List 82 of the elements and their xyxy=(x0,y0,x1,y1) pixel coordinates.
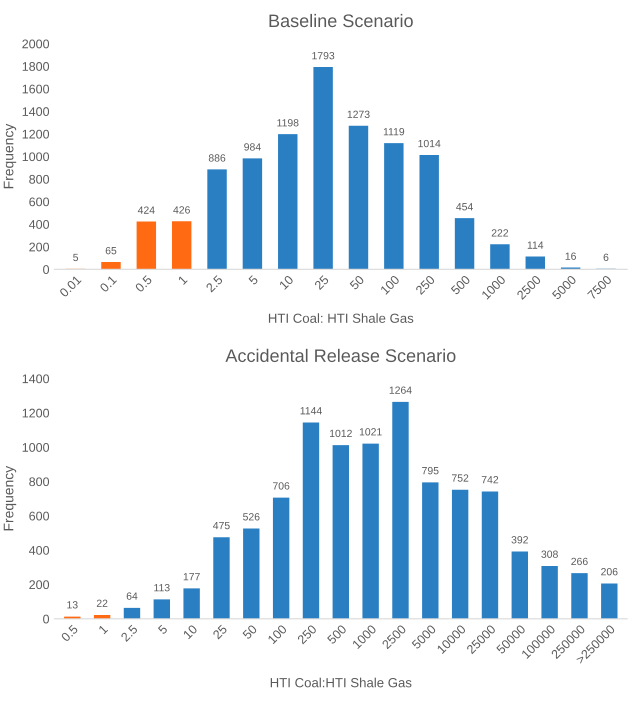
y-tick-label: 200 xyxy=(29,242,50,252)
x-axis-title: HTI Coal:HTI Shale Gas xyxy=(270,678,412,688)
y-tick-label: 1400 xyxy=(22,374,50,384)
data-label: 526 xyxy=(243,513,260,520)
data-label: 206 xyxy=(601,568,618,576)
x-axis-title: HTI Coal: HTI Shale Gas xyxy=(268,313,414,323)
data-label: 113 xyxy=(154,584,170,592)
data-label: 16 xyxy=(566,252,576,260)
data-label: 1793 xyxy=(312,52,334,60)
x-tick-label: 100 xyxy=(267,624,288,644)
x-tick-label: 25 xyxy=(212,624,228,640)
x-tick-label: 2.5 xyxy=(205,274,224,293)
data-label: 984 xyxy=(244,143,261,151)
data-label: 795 xyxy=(422,466,439,474)
data-label: 1119 xyxy=(384,128,404,136)
data-label: 266 xyxy=(571,558,588,566)
y-tick-label: 200 xyxy=(29,580,50,590)
x-tick-label: 1 xyxy=(178,274,188,285)
y-tick-label: 1200 xyxy=(22,130,50,139)
chart-title: Accidental Release Scenario xyxy=(225,348,456,362)
data-label: 1198 xyxy=(277,119,299,126)
data-label: 426 xyxy=(173,206,190,214)
y-tick-label: 400 xyxy=(28,546,50,555)
y-tick-label: 1600 xyxy=(22,84,50,94)
x-tick-label: 250 xyxy=(296,624,318,644)
x-tick-label: 10 xyxy=(182,624,198,640)
data-label: 706 xyxy=(272,482,290,490)
data-label: 424 xyxy=(138,206,155,214)
data-label: 177 xyxy=(184,573,200,580)
data-label: 742 xyxy=(482,476,498,484)
x-tick-label: 250 xyxy=(415,274,436,296)
x-tick-label: 5 xyxy=(158,624,168,635)
y-tick-label: 800 xyxy=(29,174,50,184)
y-tick-label: 1000 xyxy=(22,443,50,452)
data-label: 1264 xyxy=(390,386,412,394)
x-tick-label: 25 xyxy=(314,274,330,290)
x-tick-label: 100 xyxy=(380,274,400,295)
y-tick-label: 800 xyxy=(29,477,50,486)
y-tick-label: 0 xyxy=(43,614,50,624)
x-tick-label: 50 xyxy=(242,624,258,640)
x-tick-label: 0.5 xyxy=(134,274,152,293)
y-tick-label: 1800 xyxy=(22,62,50,71)
chart-title: Baseline Scenario xyxy=(270,14,413,28)
data-label: 222 xyxy=(492,229,508,237)
data-label: 1144 xyxy=(300,407,322,414)
data-label: 752 xyxy=(452,474,468,482)
y-tick-label: 0 xyxy=(43,265,50,274)
y-tick-label: 600 xyxy=(29,197,50,206)
data-label: 886 xyxy=(208,154,226,162)
data-label: 1273 xyxy=(348,110,370,118)
data-label: 22 xyxy=(96,600,108,607)
y-tick-label: 2000 xyxy=(22,39,50,48)
y-axis-title: Frequency xyxy=(4,124,16,188)
data-label: 5 xyxy=(73,254,78,262)
data-label: 65 xyxy=(106,246,116,254)
data-label: 308 xyxy=(541,550,558,558)
y-tick-label: 400 xyxy=(28,220,50,229)
data-label: 64 xyxy=(126,592,138,600)
x-tick-label: 500 xyxy=(326,624,347,645)
x-tick-label: 1 xyxy=(98,624,108,634)
data-label: 6 xyxy=(604,254,608,261)
data-label: 13 xyxy=(67,601,78,609)
y-tick-label: 1200 xyxy=(22,408,50,418)
x-tick-label: 0.1 xyxy=(99,274,118,293)
data-label: 392 xyxy=(512,536,528,544)
x-tick-label: 5 xyxy=(248,274,259,286)
x-tick-label: 500 xyxy=(450,274,471,296)
y-tick-label: 600 xyxy=(29,512,50,520)
x-tick-label: 10 xyxy=(278,274,294,290)
x-tick-label: 50 xyxy=(349,274,365,290)
x-tick-label: 2.5 xyxy=(120,624,138,642)
y-axis-title: Frequency xyxy=(4,466,16,530)
y-tick-label: 1000 xyxy=(22,152,50,162)
data-label: 475 xyxy=(213,522,230,530)
x-tick-label: 0.01 xyxy=(58,274,82,298)
data-label: 454 xyxy=(456,203,473,210)
data-label: 1012 xyxy=(330,430,352,438)
data-label: 1014 xyxy=(418,140,440,148)
x-tick-label: 0.5 xyxy=(60,624,78,642)
data-label: 114 xyxy=(528,242,544,249)
data-label: 1021 xyxy=(360,428,382,436)
y-tick-label: 1400 xyxy=(22,107,50,116)
